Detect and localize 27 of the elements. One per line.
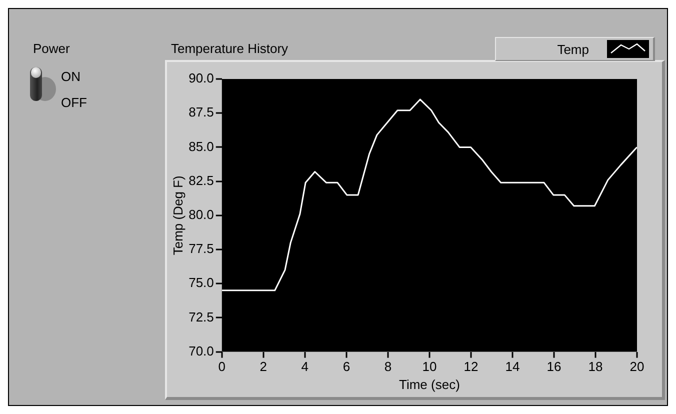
y-axis-title: Temp (Deg F) (170, 176, 186, 256)
text: ON (61, 69, 80, 84)
legend-label: Temp (557, 42, 589, 56)
text: Power (33, 41, 70, 56)
y-tick-label: 90.0 (188, 70, 214, 86)
y-tick-label: 70.0 (188, 343, 214, 358)
y-tick-label: 80.0 (188, 206, 214, 222)
x-tick-label: 20 (630, 359, 644, 374)
chart-title: Temperature History (171, 41, 288, 56)
y-tick-label: 72.5 (188, 309, 214, 324)
text: OFF (61, 95, 87, 110)
x-axis-title: Time (sec) (399, 376, 460, 392)
x-tick-label: 14 (505, 359, 520, 374)
x-tick-label: 16 (546, 359, 562, 374)
x-tick-label: 6 (342, 359, 350, 374)
x-tick-label: 10 (422, 359, 437, 374)
x-tick-label: 12 (464, 359, 478, 374)
y-tick-label: 77.5 (188, 241, 214, 256)
x-tick-label: 8 (384, 359, 392, 374)
x-tick-label: 0 (218, 359, 226, 374)
x-tick-label: 2 (260, 359, 268, 374)
x-tick-label: 18 (588, 359, 603, 374)
y-tick-label: 87.5 (188, 104, 214, 120)
y-tick-label: 85.0 (188, 138, 214, 154)
x-tick-label: 4 (301, 359, 309, 374)
y-tick-label: 82.5 (188, 172, 214, 188)
y-tick-label: 75.0 (188, 275, 214, 290)
